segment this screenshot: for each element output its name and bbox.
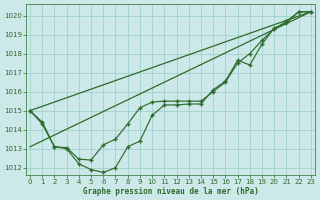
X-axis label: Graphe pression niveau de la mer (hPa): Graphe pression niveau de la mer (hPa) <box>83 187 258 196</box>
